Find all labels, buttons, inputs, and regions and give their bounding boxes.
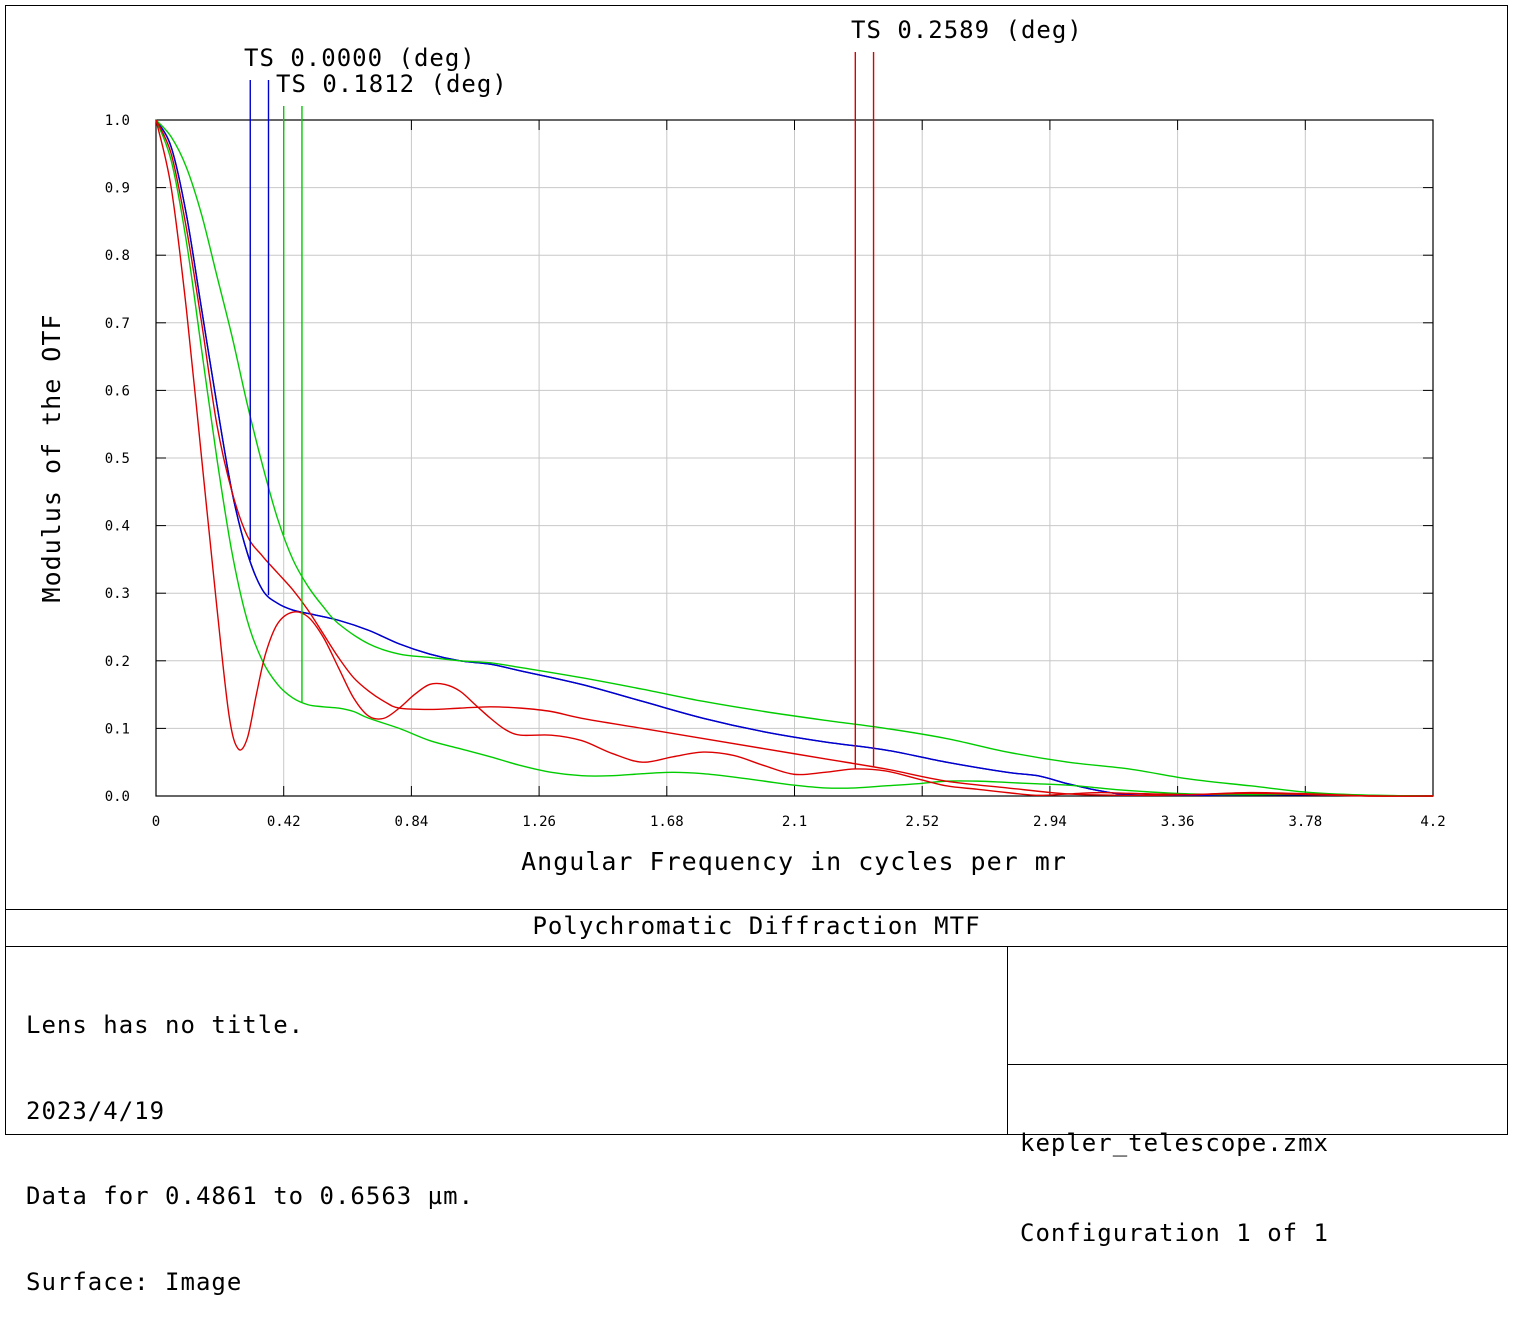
y-tick-label: 1.0 [105, 113, 130, 129]
y-tick-label: 0.1 [105, 721, 130, 737]
x-tick-label: 0.84 [395, 814, 429, 830]
y-tick-label: 0.2 [105, 654, 130, 670]
info-line-date: 2023/4/19 [26, 1096, 166, 1125]
y-axis-label: Modulus of the OTF [37, 314, 66, 603]
plot-title: Polychromatic Diffraction MTF [532, 912, 981, 940]
x-tick-label: 1.68 [650, 814, 684, 830]
info-line-lens-title: Lens has no title. [26, 1011, 305, 1039]
x-axis-label: Angular Frequency in cycles per mr [521, 847, 1067, 876]
field-legend-label: TS 0.0000 (deg) [244, 44, 476, 72]
mtf-chart: 0 0.42 0.84 1.26 1.68 2.1 2.52 2.94 3.36 3.78 4.2 0… [37, 16, 1446, 876]
x-tick-label: 2.52 [905, 814, 939, 830]
footer-divider-top [5, 909, 1508, 910]
y-tick-label: 0.3 [105, 586, 130, 602]
x-tick-label: 2.1 [782, 814, 807, 830]
x-tick-label: 4.2 [1420, 814, 1445, 830]
file-name: kepler_telescope.zmx [1020, 1129, 1329, 1157]
mtf-series-line [155, 119, 1434, 797]
grid-layer [155, 119, 1434, 797]
plot-area-border [155, 119, 1434, 797]
mtf-series-line [155, 119, 1434, 797]
file-info: kepler_telescope.zmx Configuration 1 of … [1020, 1068, 1329, 1278]
x-tick-label: 3.36 [1161, 814, 1195, 830]
y-tick-label: 0.6 [105, 383, 130, 399]
x-tick-label: 3.78 [1288, 814, 1322, 830]
lens-info: Lens has no title. 2023/4/19 Data for 0.… [26, 954, 474, 1325]
field-legend: TS 0.0000 (deg)TS 0.1812 (deg) TS 0.2589 … [244, 16, 1083, 769]
series-layer [155, 119, 1434, 797]
info-line-surface: Surface: Image [26, 1267, 243, 1296]
y-tick-label: 0.5 [105, 451, 130, 467]
x-tick-label: 0 [152, 814, 160, 830]
y-tick-label: 0.4 [105, 519, 130, 535]
field-legend-label: TS 0.2589 (deg) [851, 16, 1083, 44]
plot-frame [5, 5, 1508, 1135]
footer-divider-file [1007, 1064, 1508, 1065]
footer-divider-title [5, 946, 1508, 947]
axis-layer: 0 0.42 0.84 1.26 1.68 2.1 2.52 2.94 3.36 3.78 4.2 0… [105, 113, 1446, 830]
x-tick-label: 2.94 [1033, 814, 1067, 830]
y-tick-label: 0.8 [105, 248, 130, 264]
y-tick-label: 0.9 [105, 181, 130, 197]
x-tick-label: 1.26 [522, 814, 556, 830]
field-legend-label: TS 0.1812 (deg) [276, 70, 508, 98]
y-tick-label: 0.7 [105, 316, 130, 332]
x-tick-label: 0.42 [267, 814, 301, 830]
footer-divider-vertical [1007, 946, 1008, 1135]
configuration: Configuration 1 of 1 [1020, 1219, 1329, 1247]
y-tick-label: 0.0 [105, 789, 130, 805]
mtf-series-line [155, 119, 1434, 797]
mtf-series-line [155, 119, 1434, 797]
info-line-wavelengths: Data for 0.4861 to 0.6563 µm. [26, 1182, 475, 1210]
